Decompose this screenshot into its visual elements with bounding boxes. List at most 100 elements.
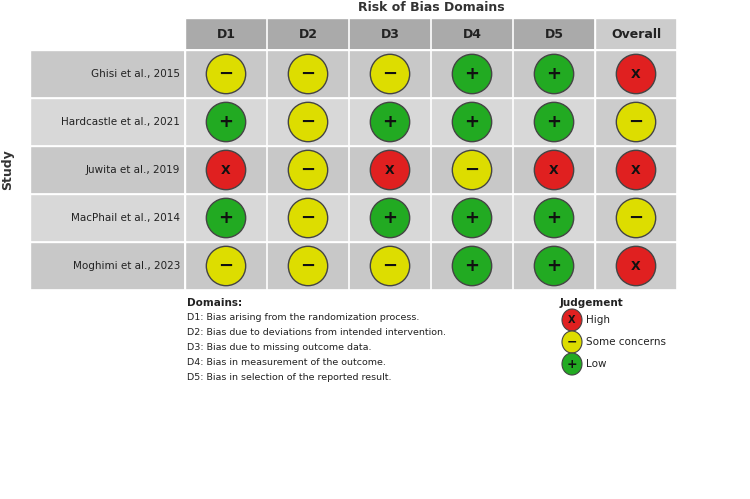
Ellipse shape [452,54,492,94]
Ellipse shape [616,198,656,238]
Text: X: X [549,164,559,177]
Bar [30,242,185,290]
Text: X: X [632,259,640,272]
Bar [595,50,677,98]
Ellipse shape [452,247,492,286]
Text: −: − [218,65,233,83]
Text: D4: D4 [463,27,482,40]
Text: +: + [464,257,479,275]
Ellipse shape [288,198,328,238]
Bar [30,146,185,194]
Bar [30,98,185,146]
Text: −: − [628,209,644,227]
Text: X: X [632,67,640,80]
Ellipse shape [616,150,656,190]
Text: +: + [382,209,398,227]
Text: D3: Bias due to missing outcome data.: D3: Bias due to missing outcome data. [187,343,371,352]
Text: Some concerns: Some concerns [586,337,666,347]
Text: +: + [547,257,562,275]
Text: −: − [382,257,398,275]
Text: +: + [547,65,562,83]
Ellipse shape [206,247,246,286]
Text: +: + [218,113,233,131]
Ellipse shape [206,54,246,94]
Text: X: X [221,164,231,177]
Ellipse shape [370,150,410,190]
Bar [185,18,595,50]
Bar [595,242,677,290]
Text: Hardcastle et al., 2021: Hardcastle et al., 2021 [62,117,180,127]
Text: +: + [218,209,233,227]
Ellipse shape [534,198,574,238]
Text: −: − [301,209,316,227]
Ellipse shape [288,247,328,286]
Ellipse shape [616,102,656,142]
Text: Ghisi et al., 2015: Ghisi et al., 2015 [91,69,180,79]
Text: MacPhail et al., 2014: MacPhail et al., 2014 [71,213,180,223]
Text: −: − [218,257,233,275]
Ellipse shape [534,247,574,286]
Text: −: − [301,113,316,131]
Bar [185,50,595,98]
Text: +: + [547,209,562,227]
Ellipse shape [206,102,246,142]
Ellipse shape [288,54,328,94]
Text: +: + [464,209,479,227]
Text: Domains:: Domains: [187,298,242,308]
Text: −: − [301,257,316,275]
Bar [595,18,677,50]
Bar [185,146,595,194]
Text: High: High [586,315,610,325]
Text: Juwita et al., 2019: Juwita et al., 2019 [86,165,180,175]
Text: X: X [386,164,394,177]
Ellipse shape [534,54,574,94]
Ellipse shape [534,150,574,190]
Bar [30,194,185,242]
Text: X: X [632,164,640,177]
Text: Overall: Overall [611,27,661,40]
Ellipse shape [370,102,410,142]
Ellipse shape [370,54,410,94]
Text: Moghimi et al., 2023: Moghimi et al., 2023 [73,261,180,271]
Text: D3: D3 [380,27,400,40]
Text: D2: Bias due to deviations from intended intervention.: D2: Bias due to deviations from intended… [187,328,446,337]
Text: +: + [382,113,398,131]
Bar [185,98,595,146]
Text: D2: D2 [298,27,317,40]
Ellipse shape [562,353,582,375]
Bar [30,50,185,98]
Text: −: − [567,335,578,348]
Text: +: + [547,113,562,131]
Bar [595,146,677,194]
Text: X: X [568,315,576,325]
Bar [185,242,595,290]
Ellipse shape [288,150,328,190]
Ellipse shape [370,198,410,238]
Ellipse shape [534,102,574,142]
Text: Risk of Bias Domains: Risk of Bias Domains [358,0,504,13]
Text: Judgement: Judgement [560,298,624,308]
Text: −: − [464,161,479,179]
Text: D5: D5 [544,27,563,40]
Ellipse shape [616,247,656,286]
Text: −: − [301,65,316,83]
Text: +: + [464,65,479,83]
Bar [595,194,677,242]
Text: D5: Bias in selection of the reported result.: D5: Bias in selection of the reported re… [187,373,392,382]
Ellipse shape [288,102,328,142]
Ellipse shape [370,247,410,286]
Text: D1: D1 [217,27,236,40]
Ellipse shape [452,198,492,238]
Ellipse shape [206,198,246,238]
Ellipse shape [452,150,492,190]
Text: +: + [567,357,578,370]
Bar [185,194,595,242]
Ellipse shape [206,150,246,190]
Text: Study: Study [2,150,14,191]
Text: +: + [464,113,479,131]
Text: −: − [301,161,316,179]
Text: D4: Bias in measurement of the outcome.: D4: Bias in measurement of the outcome. [187,358,386,367]
Text: Low: Low [586,359,607,369]
Ellipse shape [562,309,582,331]
Ellipse shape [562,331,582,353]
